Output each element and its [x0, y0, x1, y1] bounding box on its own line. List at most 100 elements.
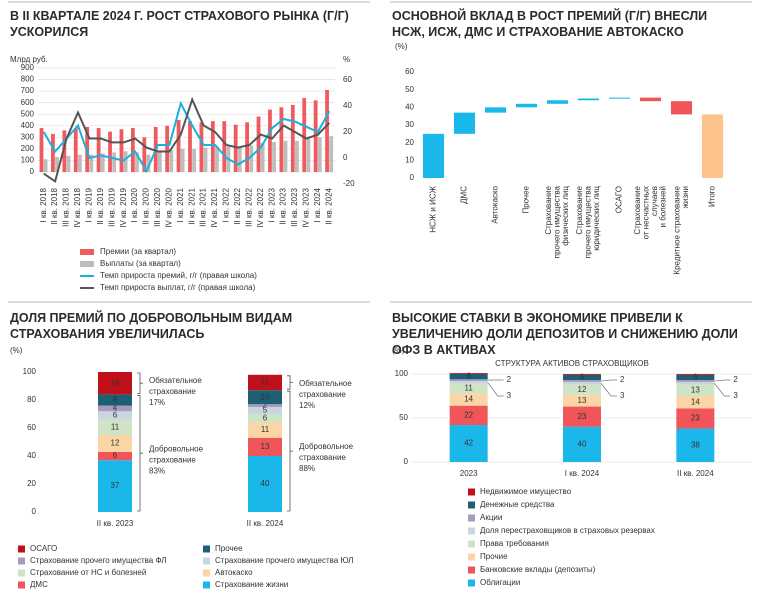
y-tick-label: 300 [21, 132, 35, 141]
data-label: 12 [111, 439, 120, 448]
bar [701, 114, 724, 178]
y-tick-label: 900 [21, 63, 35, 72]
data-label: 6 [693, 373, 698, 382]
bar [608, 97, 631, 99]
y-label: (%) [392, 346, 405, 355]
x-tick-label: I кв. 2019 [85, 187, 94, 222]
bar [222, 121, 227, 172]
legend-label: Прочее [215, 544, 243, 553]
bar-segment [449, 381, 488, 384]
legend-swatch [468, 488, 475, 496]
bar-segment [248, 456, 282, 512]
bar [169, 150, 174, 172]
x-tick-label: I кв. 2023 [267, 187, 276, 222]
data-label: 12 [578, 385, 587, 394]
legend-swatch [80, 261, 94, 267]
leader-line [600, 379, 617, 382]
y-tick-label: 40 [405, 102, 414, 111]
bar-segment [449, 379, 488, 382]
brace [287, 375, 293, 390]
bar [112, 152, 117, 172]
y-label: (%) [395, 42, 408, 51]
x-tick-label: I кв. 2021 [176, 187, 185, 222]
y-tick-label: 800 [21, 75, 35, 84]
bar [484, 107, 507, 113]
legend-label: Прочие [480, 552, 508, 561]
legend-label: Акции [480, 513, 502, 522]
bar [188, 121, 192, 172]
bar-segment [98, 372, 132, 395]
annotation: страхование [149, 455, 196, 464]
y-tick-label: 100 [23, 367, 37, 376]
x-tick-label: III кв. 2023 [290, 187, 299, 226]
bar-segment [563, 426, 601, 462]
x-tick-label: IV кв. 2023 [302, 187, 311, 227]
data-label: 37 [111, 481, 120, 490]
bar-segment [98, 419, 132, 435]
bar [237, 146, 242, 172]
chart-title: ВЫСОКИЕ СТАВКИ В ЭКОНОМИКЕ ПРИВЕЛИ К УВЕ… [392, 311, 738, 357]
x-tick-label: III кв. 2019 [107, 187, 116, 226]
chart-title: ДОЛЯ ПРЕМИЙ ПО ДОБРОВОЛЬНЫМ ВИДАМ СТРАХО… [10, 311, 293, 341]
bar-segment [676, 374, 715, 375]
y2-tick-label: -20 [343, 179, 355, 188]
bar [43, 159, 48, 172]
x-tick-label: II кв. 2021 [187, 187, 196, 224]
bar-segment [449, 393, 488, 406]
x-tick-label: II кв. 2020 [142, 187, 151, 224]
data-label: 4 [113, 404, 118, 413]
y-tick-label: 80 [27, 395, 36, 404]
bar [62, 130, 67, 172]
x-tick-label: от несчастных [641, 186, 650, 239]
legend-label: Страхование прочего имущества ФЛ [30, 556, 167, 565]
legend-label: Недвижимое имущество [480, 487, 572, 496]
data-label: 2 [733, 375, 738, 384]
bar-segment [98, 460, 132, 512]
legend-label: Банковские вклады (депозиты) [480, 565, 596, 574]
bar [215, 146, 219, 172]
bar [123, 151, 128, 172]
bar [515, 103, 538, 108]
legend-swatch [203, 545, 210, 553]
y2-tick-label: 60 [343, 75, 352, 84]
bar [295, 140, 299, 172]
bar [329, 136, 334, 172]
bar-segment [248, 404, 282, 407]
bar-segment [676, 381, 715, 385]
legend-label: Облигации [480, 578, 520, 587]
data-label: 3 [620, 391, 625, 400]
legend-swatch [203, 569, 210, 577]
data-label: 11 [111, 422, 120, 431]
data-label: 40 [261, 479, 270, 488]
x-tick-label: 2023 [460, 469, 478, 478]
x-tick-label: I кв. 2018 [39, 187, 48, 222]
bar-segment [676, 374, 715, 381]
x-tick-label: I кв. 2020 [130, 187, 139, 222]
data-label: 23 [691, 414, 700, 423]
y-tick-label: 0 [32, 507, 37, 516]
y2-tick-label: 20 [343, 127, 352, 136]
legend-label: Страхование жизни [215, 580, 288, 589]
bar [66, 155, 71, 172]
legend-label: ДМС [30, 580, 48, 589]
x-tick-label: Страхование [633, 185, 642, 234]
bar-segment [563, 406, 601, 427]
legend-swatch [18, 557, 25, 565]
bar-segment [98, 451, 132, 461]
annotation: 12% [299, 401, 315, 410]
y-tick-label: 0 [404, 457, 409, 466]
x-tick-label: и болезней [658, 186, 667, 228]
bar-segment [248, 407, 282, 414]
bar [325, 89, 329, 172]
annotation: Обязательное [299, 379, 352, 388]
y-label: (%) [10, 346, 23, 355]
bar [130, 128, 135, 172]
legend-label: Денежные средства [480, 500, 555, 509]
y-tick-label: 500 [21, 109, 35, 118]
x-tick-label: прочего имущества [553, 185, 562, 258]
bar [51, 133, 55, 172]
data-label: 16 [111, 378, 120, 387]
legend-label: Права требования [480, 539, 549, 548]
bar-segment [676, 384, 715, 396]
